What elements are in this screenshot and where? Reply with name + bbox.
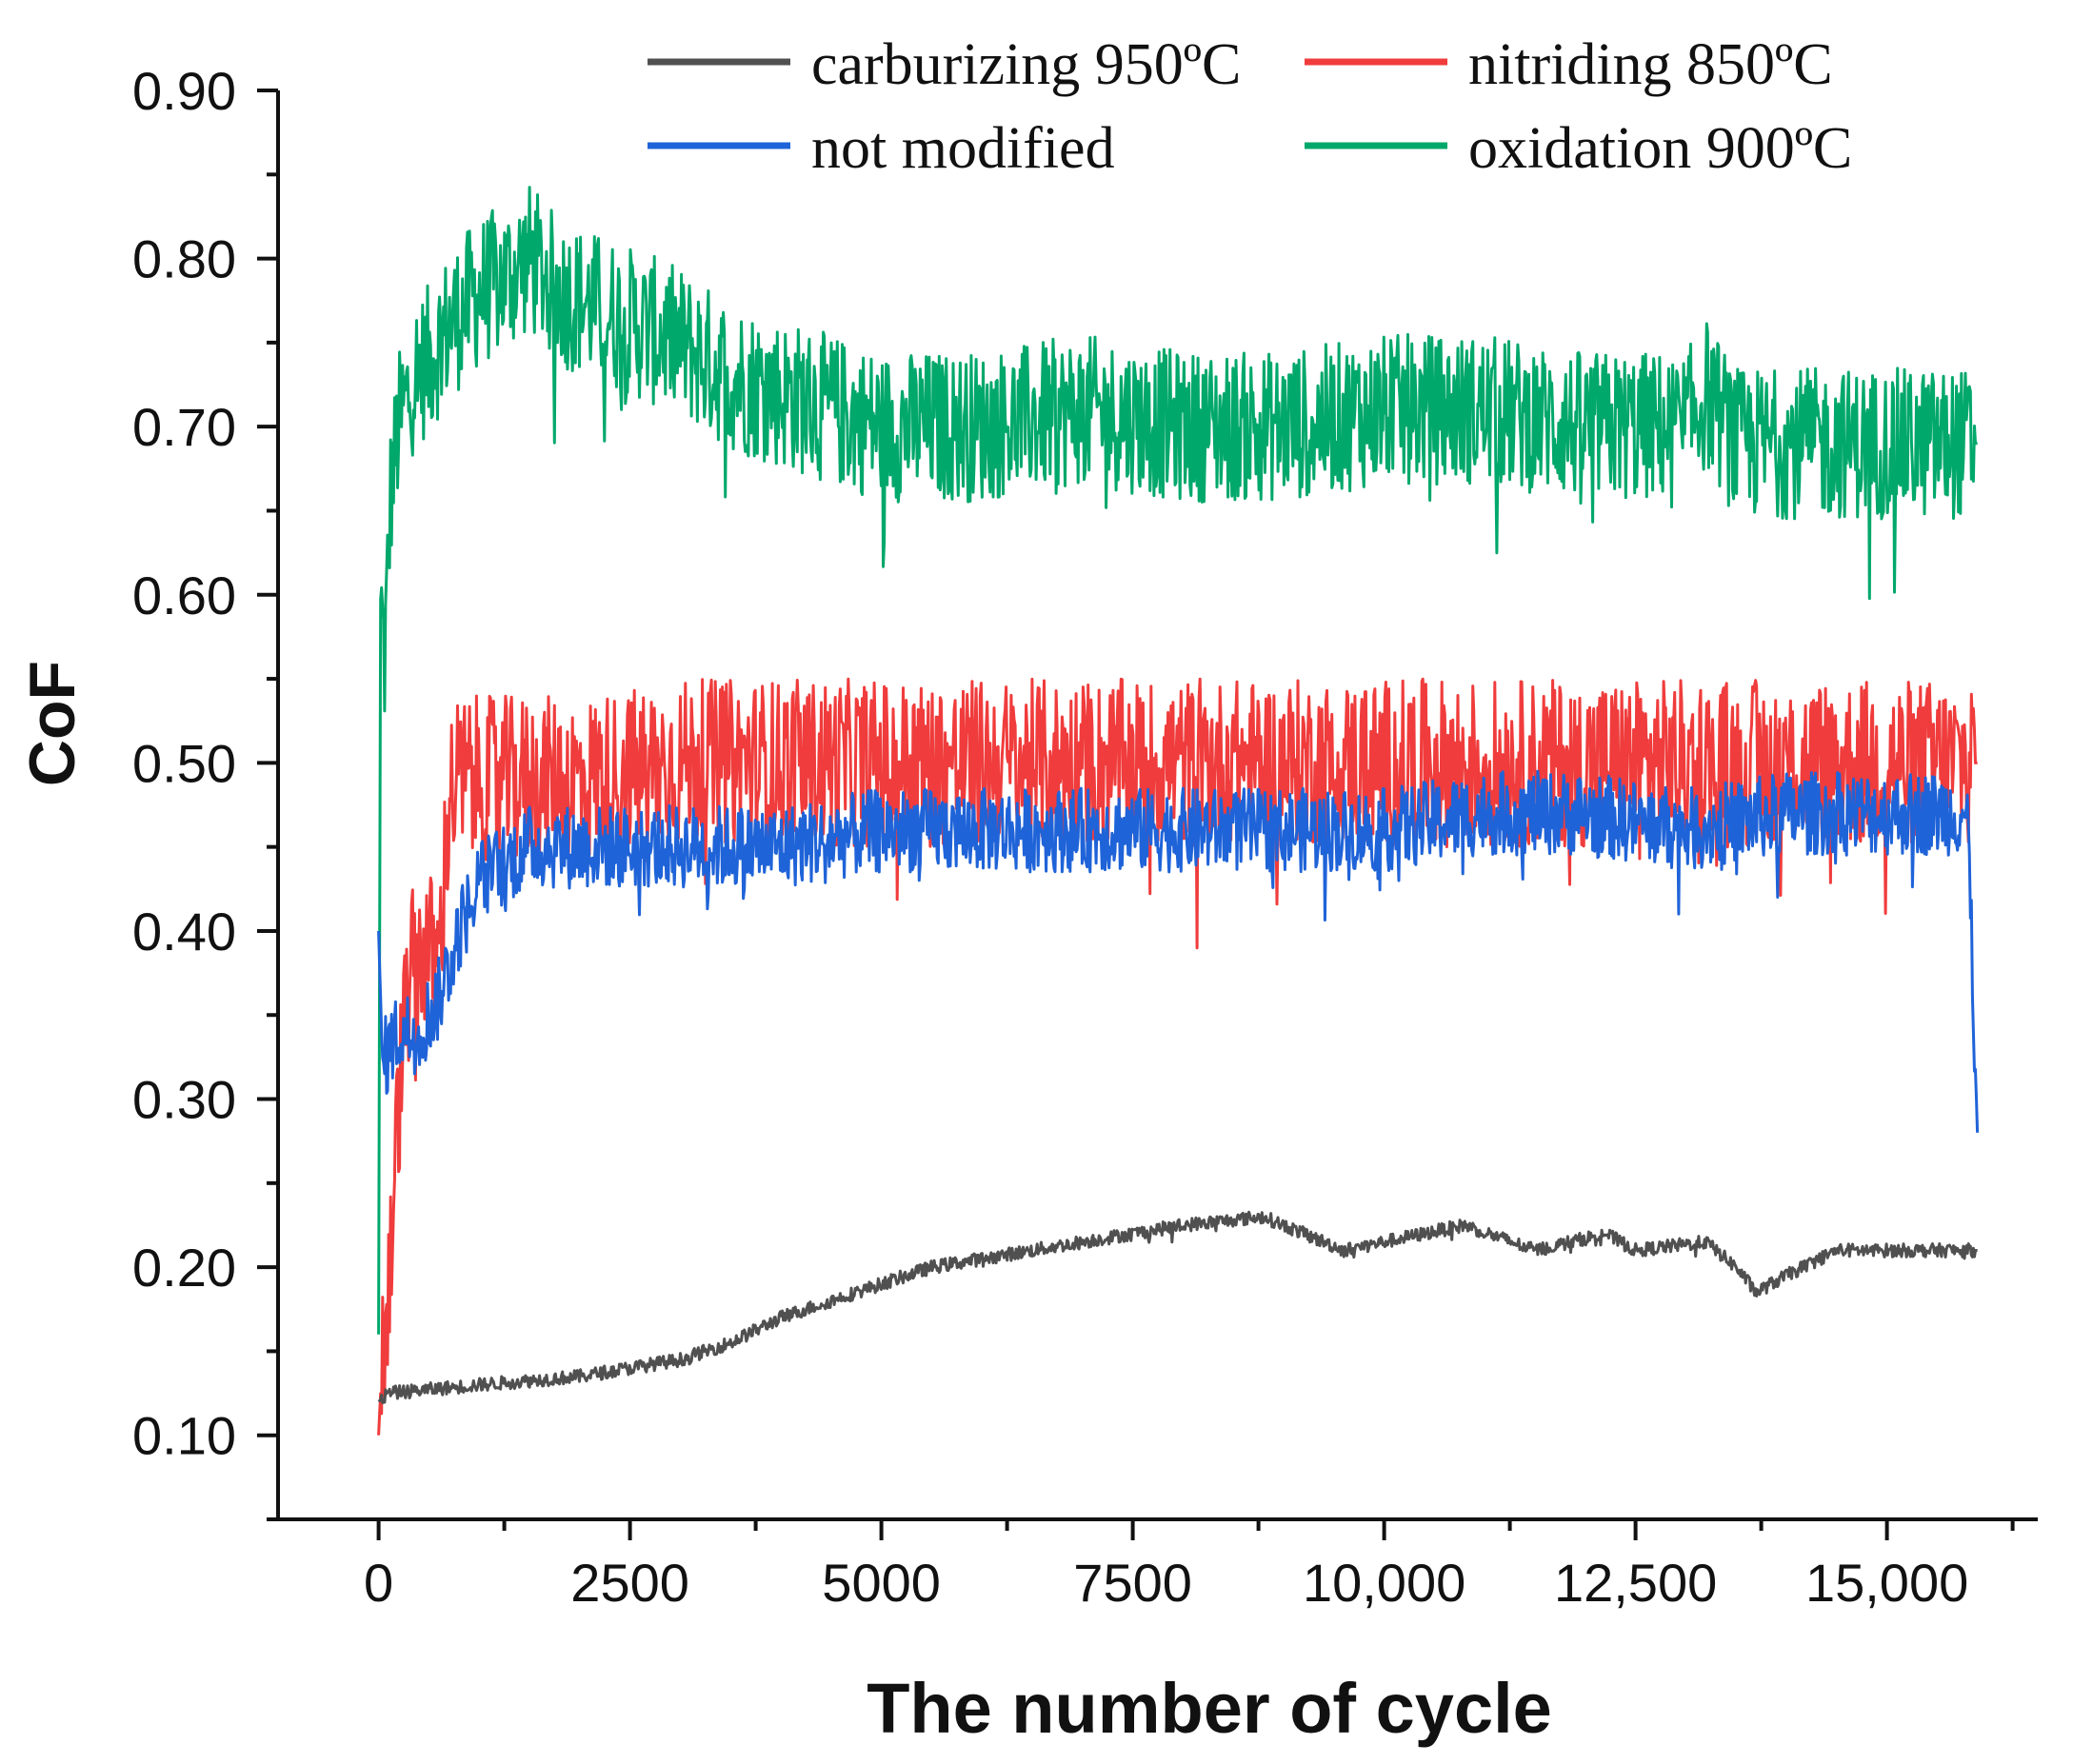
y-tick-label: 0.40 (132, 902, 236, 961)
y-tick-label: 0.90 (132, 61, 236, 121)
y-tick-label: 0.10 (132, 1406, 236, 1466)
legend-label: oxidation 900ºC (1468, 116, 1852, 181)
x-axis-title: The number of cycle (867, 1669, 1552, 1748)
y-tick-label: 0.80 (132, 229, 236, 289)
y-tick-label: 0.20 (132, 1238, 236, 1298)
legend-label: carburizing 950ºC (811, 32, 1241, 97)
y-tick-label: 0.70 (132, 397, 236, 457)
y-axis-title: CoF (16, 661, 89, 786)
y-ticks: 0.10 0.20 0.30 0.40 0.50 0.60 0.70 0.80 0.90 (132, 61, 278, 1521)
x-tick-label: 7500 (1073, 1553, 1192, 1613)
y-tick-label: 0.30 (132, 1070, 236, 1130)
series-line-0 (377, 186, 1979, 1335)
x-tick-label: 5000 (822, 1553, 941, 1613)
series-line-3 (377, 1210, 1979, 1405)
x-tick-label: 15,000 (1805, 1553, 1968, 1613)
x-tick-label: 10,000 (1303, 1553, 1465, 1613)
x-tick-label: 2500 (570, 1553, 689, 1613)
x-tick-label: 0 (364, 1553, 393, 1613)
series-line-2 (377, 769, 1980, 1133)
x-ticks: 0 2500 5000 7500 10,000 12,500 15,000 (364, 1519, 2015, 1613)
legend: carburizing 950ºC nitriding 850ºC not modi… (648, 32, 1852, 181)
series-line-1 (377, 677, 1979, 1436)
series-layer (377, 186, 1980, 1436)
legend-label: nitriding 850ºC (1468, 32, 1833, 97)
y-tick-label: 0.50 (132, 733, 236, 793)
legend-label: not modified (811, 116, 1115, 181)
axes-layer (276, 90, 2038, 1521)
x-tick-label: 12,500 (1554, 1553, 1717, 1613)
y-tick-label: 0.60 (132, 565, 236, 625)
